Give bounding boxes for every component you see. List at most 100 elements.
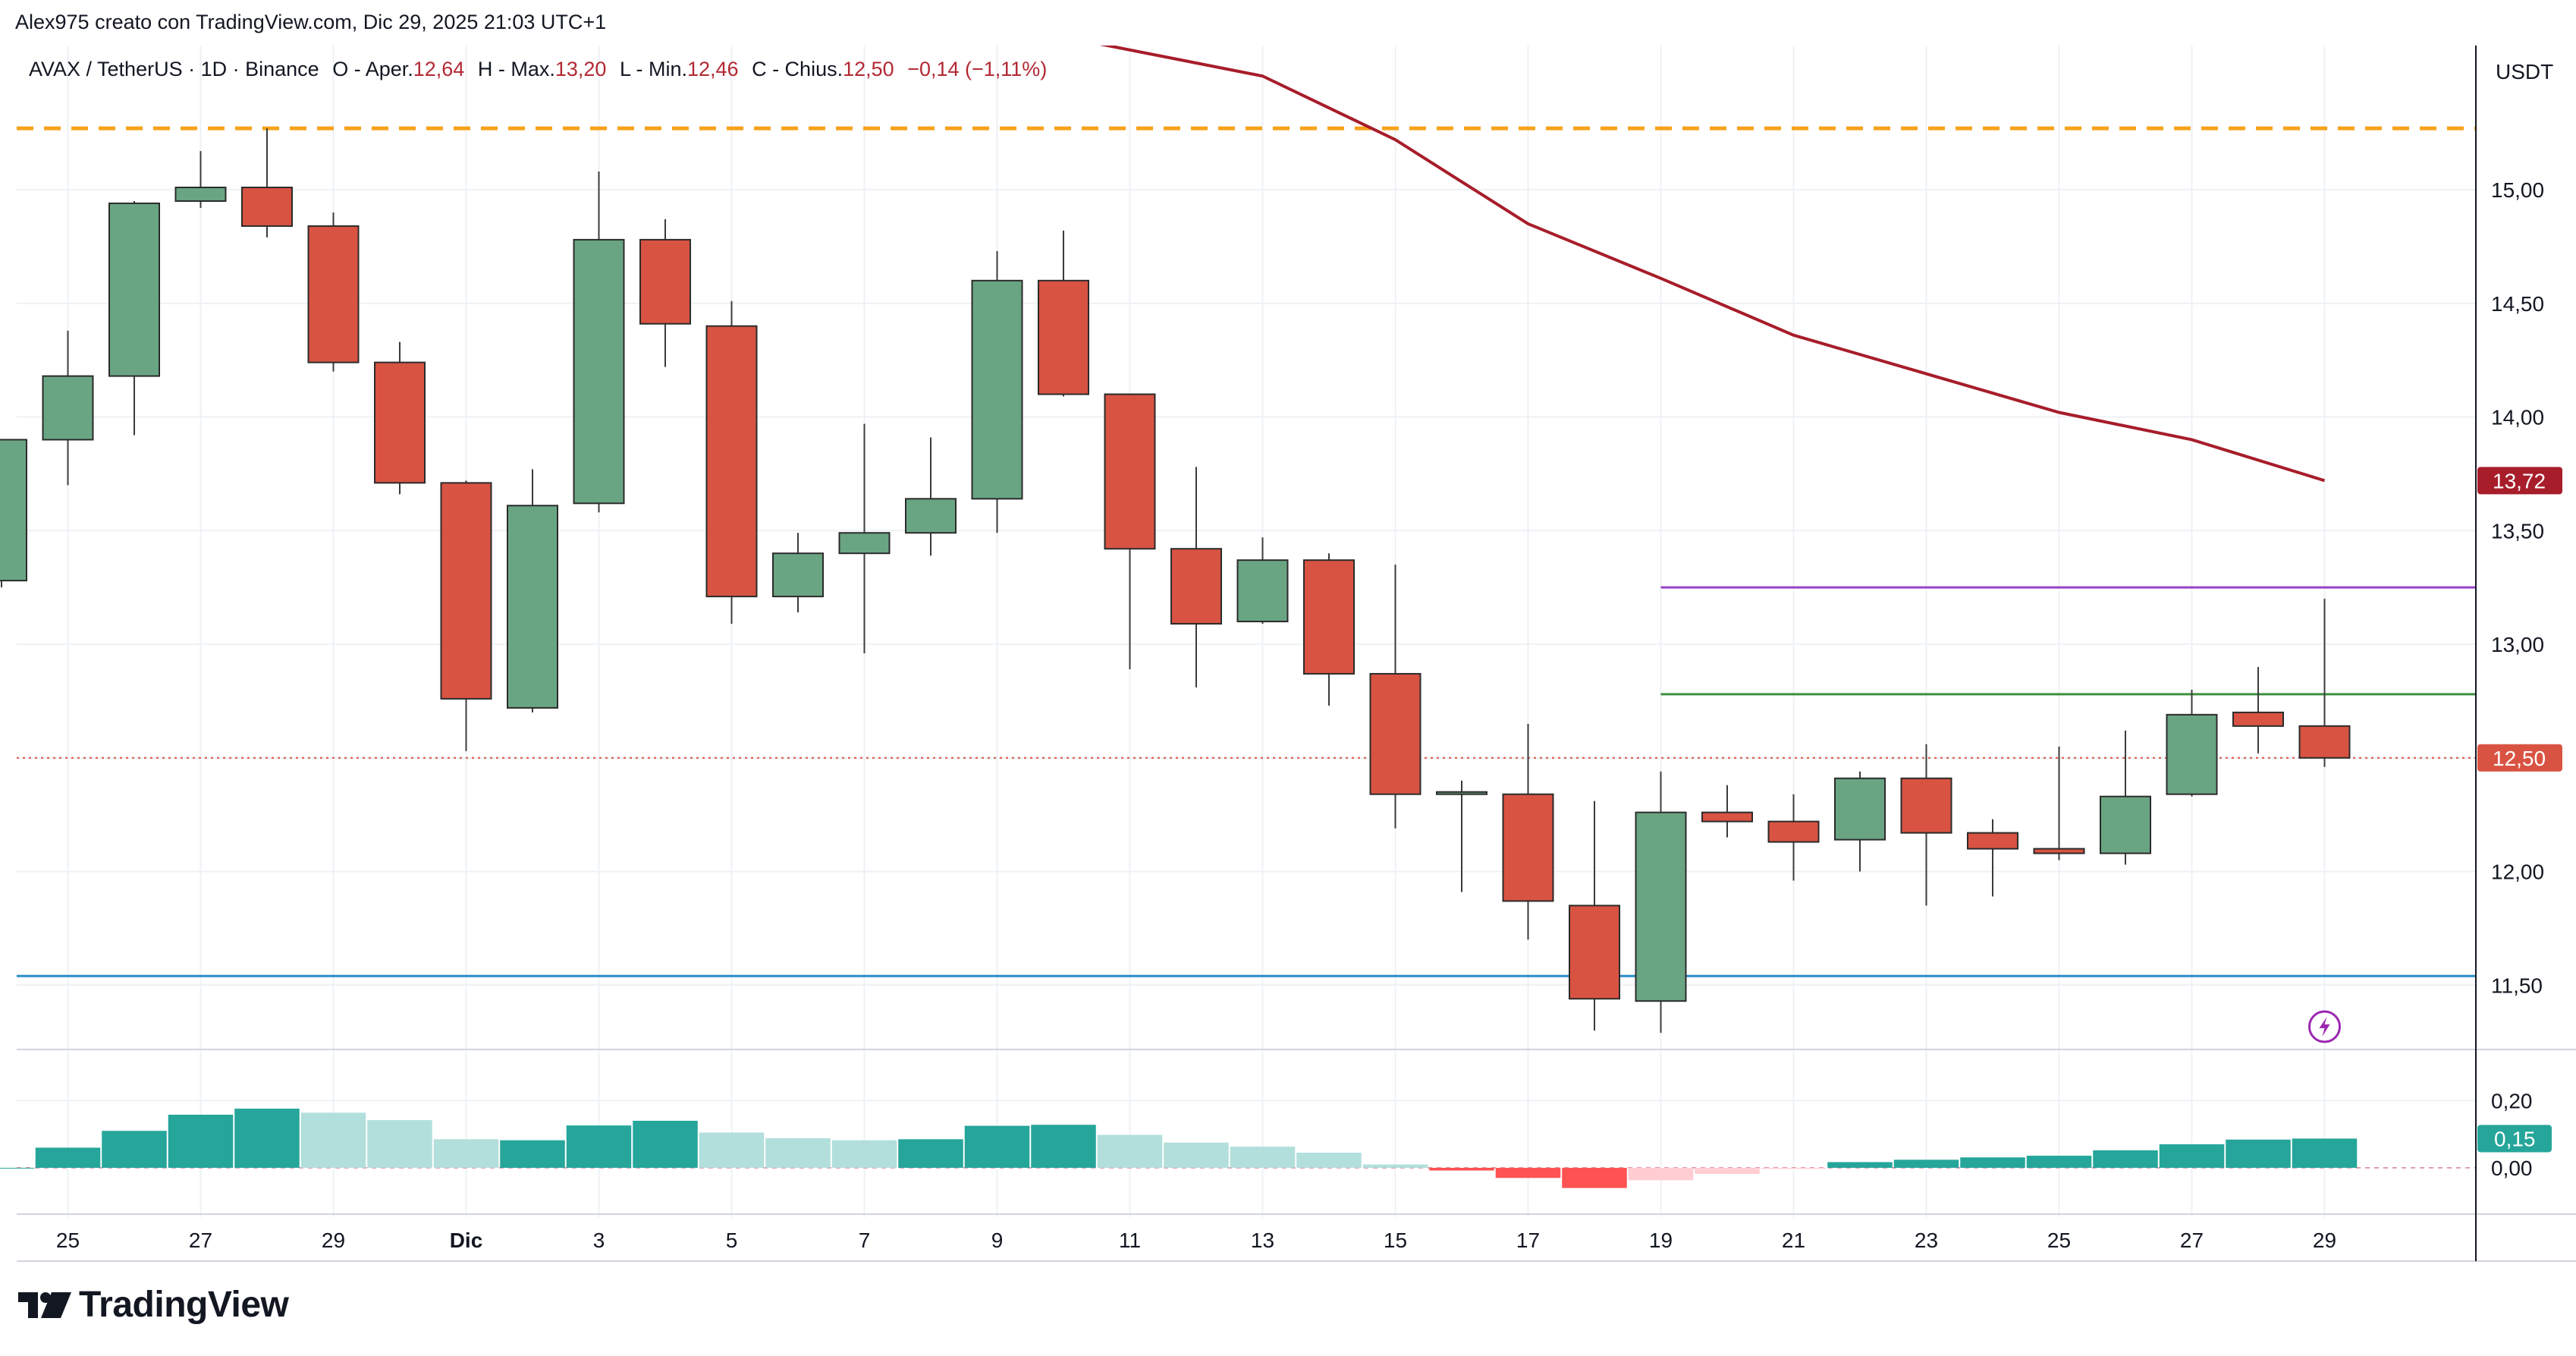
candle-down bbox=[2298, 599, 2351, 767]
x-tick-label: 17 bbox=[1516, 1229, 1540, 1252]
tradingview-logo[interactable]: TradingView bbox=[18, 1284, 289, 1326]
candle-up bbox=[507, 469, 558, 713]
y-tick-label: 15,00 bbox=[2491, 178, 2544, 202]
grid bbox=[17, 46, 2476, 1217]
histogram-bar bbox=[2159, 1144, 2225, 1168]
histogram-bar bbox=[2292, 1138, 2358, 1168]
histogram-bar bbox=[1761, 1168, 1827, 1169]
candle-body bbox=[174, 187, 227, 202]
candle-down bbox=[1967, 819, 2018, 897]
legend-open-label: O - Aper. bbox=[332, 58, 413, 80]
candle-down bbox=[1038, 230, 1089, 397]
histogram-bar bbox=[1960, 1157, 2025, 1168]
histogram-bar bbox=[1695, 1168, 1760, 1174]
x-tick-label: 19 bbox=[1649, 1229, 1673, 1252]
moving-average-series bbox=[1099, 46, 2326, 483]
tradingview-logo-icon bbox=[18, 1292, 71, 1318]
candle-body bbox=[1104, 393, 1156, 550]
legend-close-value: 12,50 bbox=[843, 58, 894, 80]
histogram-bar bbox=[168, 1115, 234, 1168]
candle-body bbox=[2100, 795, 2151, 854]
x-tick-label: 27 bbox=[189, 1229, 212, 1252]
legend-change-value: −0,14 (−1,11%) bbox=[907, 58, 1048, 80]
price-label-text: 12,50 bbox=[2493, 747, 2546, 770]
histogram-bar bbox=[566, 1125, 632, 1168]
candle-body bbox=[1038, 279, 1089, 395]
chart-credit: Alex975 creato con TradingView.com, Dic … bbox=[15, 11, 607, 33]
histogram-bar bbox=[831, 1140, 897, 1168]
candle-body bbox=[772, 552, 824, 598]
legend-low-value: 12,46 bbox=[686, 58, 739, 80]
histogram-bar bbox=[500, 1140, 565, 1168]
candle-body bbox=[1900, 777, 1952, 834]
legend-close-label: C - Chius. bbox=[752, 58, 843, 80]
x-tick-label: 11 bbox=[1119, 1229, 1141, 1252]
candle-down bbox=[1569, 801, 1620, 1031]
candle-body bbox=[440, 482, 492, 700]
candle-up bbox=[905, 437, 957, 556]
candle-up bbox=[1834, 771, 1886, 872]
horizontal-levels bbox=[17, 126, 2476, 977]
candle-body bbox=[1303, 559, 1355, 675]
candle-up bbox=[2100, 730, 2151, 865]
x-tick-label: 21 bbox=[1782, 1229, 1805, 1252]
x-tick-label: 5 bbox=[726, 1229, 738, 1252]
histogram-bar bbox=[35, 1147, 101, 1168]
candle-down bbox=[440, 480, 492, 751]
x-tick-label: 7 bbox=[859, 1229, 871, 1252]
candle-body bbox=[2298, 725, 2351, 759]
candle-up bbox=[108, 200, 160, 436]
candle-body bbox=[1502, 793, 1554, 902]
candle-body bbox=[507, 505, 558, 709]
candle-up bbox=[174, 151, 227, 208]
candle-up bbox=[0, 439, 27, 588]
currency-label: USDT bbox=[2496, 60, 2553, 83]
candle-up bbox=[42, 330, 94, 486]
histogram-value-label: 0,15 bbox=[2477, 1125, 2552, 1153]
histogram-bar bbox=[2093, 1150, 2158, 1168]
candle-down bbox=[1303, 553, 1355, 706]
histogram-bar bbox=[765, 1138, 831, 1168]
candle-up bbox=[1436, 780, 1487, 892]
candle-down bbox=[1701, 785, 1753, 838]
candle-up bbox=[2166, 689, 2218, 797]
y-tick-label: 14,50 bbox=[2491, 292, 2544, 316]
candle-body bbox=[1635, 811, 1687, 1002]
histogram-bar bbox=[1031, 1125, 1096, 1168]
histogram-bar bbox=[898, 1139, 963, 1168]
histogram-bar bbox=[1164, 1142, 1229, 1168]
lightning-icon-bolt bbox=[2319, 1017, 2330, 1037]
symbol-legend: AVAX / TetherUS · 1D · Binance O - Aper.… bbox=[29, 58, 1047, 81]
x-tick-label: 23 bbox=[1915, 1229, 1938, 1252]
histogram-series bbox=[0, 1109, 2476, 1188]
candlestick-series bbox=[0, 128, 2351, 1043]
histogram-bar bbox=[367, 1120, 432, 1168]
histogram-value-text: 0,15 bbox=[2494, 1127, 2536, 1150]
candle-body bbox=[1767, 820, 1820, 843]
y-tick-label: 13,00 bbox=[2491, 633, 2544, 656]
histogram-bar bbox=[1097, 1134, 1163, 1168]
histogram-bar bbox=[633, 1120, 698, 1168]
price-label: 12,50 bbox=[2477, 744, 2562, 772]
y-tick-label: 12,00 bbox=[2491, 860, 2544, 884]
candle-down bbox=[1767, 794, 1820, 881]
candle-body bbox=[2166, 713, 2218, 795]
histogram-bar bbox=[1628, 1168, 1694, 1181]
candle-down bbox=[1502, 723, 1554, 940]
candle-down bbox=[307, 212, 360, 372]
x-tick-label: 27 bbox=[2180, 1229, 2204, 1252]
brand-name: TradingView bbox=[79, 1285, 289, 1325]
price-label: 13,72 bbox=[2477, 467, 2562, 495]
legend-open-value: 12,64 bbox=[413, 58, 465, 80]
price-label-text: 13,72 bbox=[2493, 469, 2546, 492]
histogram-bar bbox=[699, 1132, 765, 1168]
histogram-bar bbox=[2026, 1156, 2092, 1168]
candle-body bbox=[374, 361, 426, 484]
histogram-bar bbox=[433, 1139, 499, 1168]
histogram-bar bbox=[234, 1109, 300, 1168]
x-tick-label: 3 bbox=[593, 1229, 605, 1252]
candle-down bbox=[241, 128, 293, 238]
lightning-icon bbox=[2308, 1010, 2341, 1043]
x-tick-label: 29 bbox=[322, 1229, 345, 1252]
